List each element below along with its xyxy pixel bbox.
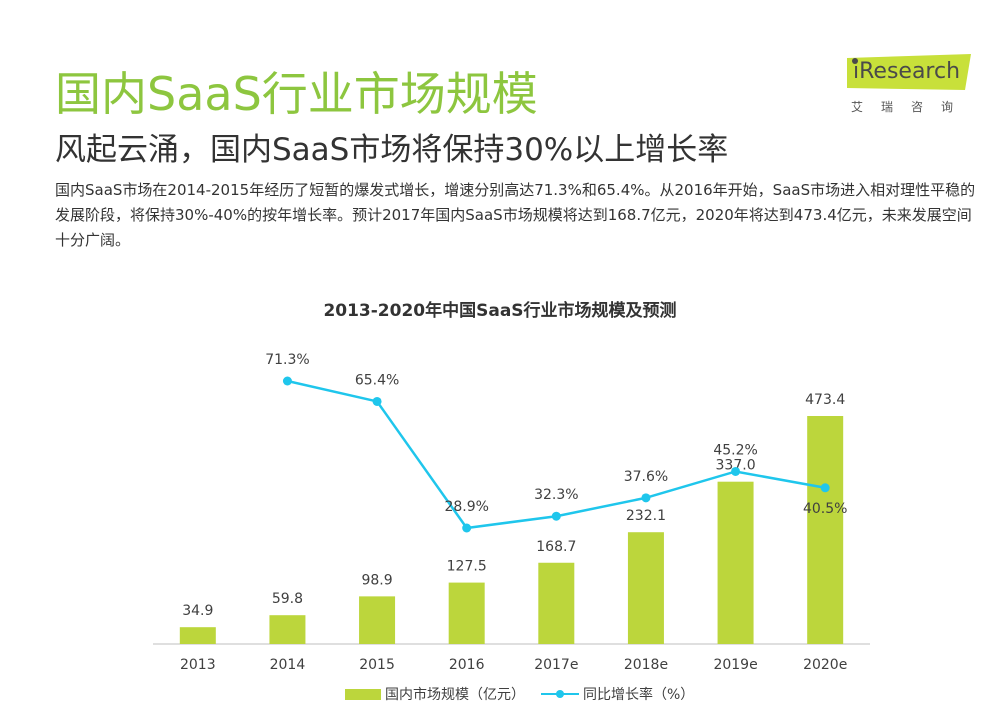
page-subtitle: 风起云涌，国内SaaS市场将保持30%以上增长率	[55, 132, 729, 168]
bar-label-2014: 59.8	[272, 591, 303, 607]
growth-point-2020e	[820, 483, 830, 493]
growth-label-2015: 65.4%	[355, 372, 399, 388]
bar-label-2017e: 168.7	[536, 539, 576, 555]
growth-point-2014	[282, 376, 292, 386]
bar-2017e	[538, 562, 575, 644]
growth-point-2017e	[551, 511, 561, 521]
logo-i-dot	[852, 58, 858, 64]
chart-legend: 国内市场规模（亿元） 同比增长率（%）	[0, 684, 1000, 708]
growth-label-2014: 71.3%	[265, 352, 309, 368]
x-tick-2019e: 2019e	[713, 657, 757, 673]
bar-label-2016: 127.5	[447, 559, 487, 575]
chart-title: 2013-2020年中国SaaS行业市场规模及预测	[323, 301, 677, 321]
x-tick-2020e: 2020e	[803, 657, 847, 673]
bar-label-2018e: 232.1	[626, 508, 666, 524]
x-tick-2018e: 2018e	[624, 657, 668, 673]
growth-point-2016	[462, 523, 472, 533]
logo-brand-text: iResearch	[853, 59, 961, 84]
bar-2020e	[807, 416, 844, 644]
summary-paragraph: 国内SaaS市场在2014-2015年经历了短暂的爆发式增长，增速分别高达71.…	[55, 181, 976, 249]
growth-label-2016: 28.9%	[444, 499, 488, 515]
growth-point-2018e	[641, 493, 651, 503]
legend-bar-label: 国内市场规模（亿元）	[385, 687, 525, 703]
bar-label-2013: 34.9	[182, 603, 213, 619]
bar-2019e	[717, 481, 754, 644]
growth-point-2019e	[731, 466, 741, 476]
growth-point-2015	[372, 396, 382, 406]
bar-2013	[179, 627, 216, 644]
bar-2014	[269, 615, 306, 644]
bar-label-2019e: 337.0	[716, 458, 756, 474]
legend-line-swatch	[541, 688, 579, 700]
logo-badge-shape	[847, 54, 971, 90]
legend-line-label: 同比增长率（%）	[583, 687, 695, 703]
x-tick-2013: 2013	[180, 657, 216, 673]
growth-label-2019e: 45.2%	[713, 442, 757, 458]
legend-bar-swatch	[345, 688, 381, 700]
page-title: 国内SaaS行业市场规模	[55, 67, 538, 121]
logo-badge-polygon	[847, 54, 971, 90]
growth-label-2018e: 37.6%	[624, 469, 668, 485]
legend-item-line: 同比增长率（%）	[541, 684, 694, 704]
logo-sub-text: 艾瑞咨询	[851, 100, 972, 114]
iresearch-logo: iResearch 艾瑞咨询	[847, 54, 977, 120]
legend-item-bar: 国内市场规模（亿元）	[345, 684, 525, 704]
x-tick-2016: 2016	[449, 657, 485, 673]
growth-label-2020e: 40.5%	[803, 501, 847, 517]
bar-label-2020e: 473.4	[805, 392, 845, 408]
bar-2018e	[627, 532, 664, 644]
x-tick-2017e: 2017e	[534, 657, 578, 673]
bar-2016	[448, 582, 485, 644]
bar-label-2015: 98.9	[361, 572, 392, 588]
x-tick-2014: 2014	[270, 657, 306, 673]
bar-2015	[359, 596, 396, 644]
x-tick-2015: 2015	[359, 657, 395, 673]
growth-label-2017e: 32.3%	[534, 487, 578, 503]
